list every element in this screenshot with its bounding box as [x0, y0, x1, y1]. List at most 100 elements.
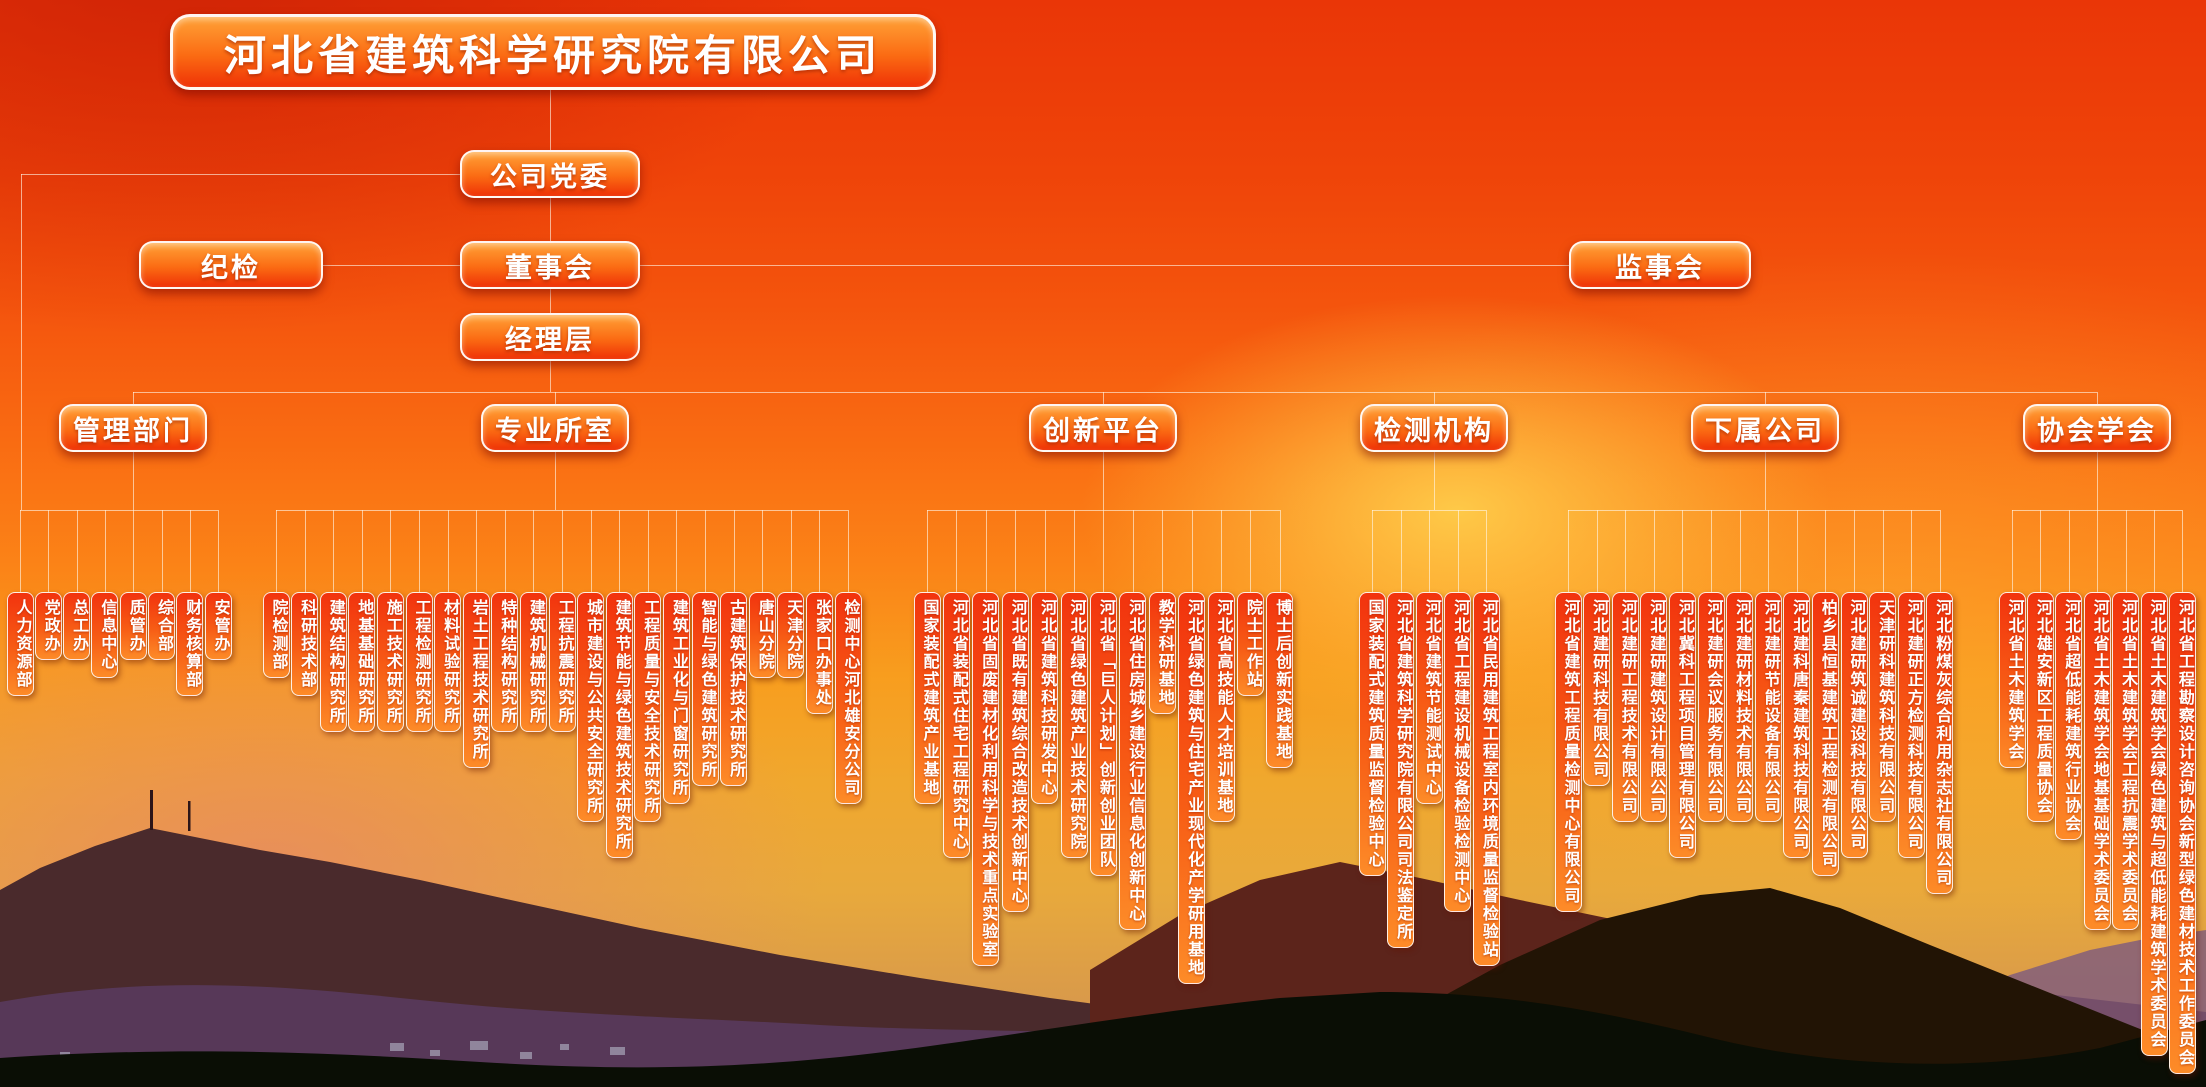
connector-line [133, 510, 134, 596]
org-leaf: 河北省建筑节能测试中心 [1415, 592, 1443, 804]
connector-line [133, 392, 134, 404]
org-leaf: 工程抗震研究所 [548, 592, 576, 732]
org-leaf: 工程质量与安全技术研究所 [634, 592, 662, 822]
connector-line [276, 510, 277, 596]
connector-line [1045, 510, 1046, 596]
connector-line [48, 510, 49, 596]
connector-line [77, 510, 78, 596]
org-leaf: 河北建研节能设备有限公司 [1754, 592, 1782, 822]
connector-line [562, 510, 563, 596]
org-leaf: 建筑结构研究所 [319, 592, 347, 732]
org-leaf: 博士后创新实践基地 [1266, 592, 1294, 768]
org-leaf: 特种结构研究所 [491, 592, 519, 732]
connector-line [1434, 452, 1435, 510]
connector-line [2126, 510, 2127, 596]
connector-line [555, 452, 556, 510]
connector-line [648, 510, 649, 596]
connector-line [1654, 510, 1655, 596]
connector-line [476, 510, 477, 596]
org-leaf: 综合部 [148, 592, 175, 660]
org-leaf: 材料试验研究所 [434, 592, 462, 732]
org-leaf: 河北建科唐秦建筑科技有限公司 [1783, 592, 1811, 858]
connector-line [419, 510, 420, 596]
connector-line [550, 361, 551, 392]
connector-line [390, 510, 391, 596]
org-leaf: 教学科研基地 [1148, 592, 1176, 714]
org-leaf: 河北省超低能耗建筑行业协会 [2055, 592, 2083, 840]
org-leaf: 建筑节能与绿色建筑技术研究所 [605, 592, 633, 858]
connector-line [218, 510, 219, 596]
connector-line [705, 510, 706, 596]
connector-line [1940, 510, 1941, 596]
group-header-5: 下属公司 [1691, 404, 1839, 452]
connector-line [1854, 510, 1855, 596]
org-leaf: 建筑机械研究所 [519, 592, 547, 732]
connector-line [1911, 510, 1912, 596]
org-leaf: 河北建研筑诚建设科技有限公司 [1840, 592, 1868, 858]
connector-line [734, 510, 735, 596]
connector-line [162, 510, 163, 596]
org-leaf: 河北省工程建设机械设备检验检测中心 [1444, 592, 1472, 912]
connector-line [105, 510, 106, 596]
connector-line [1372, 510, 1373, 596]
org-leaf: 建筑工业化与门窗研究所 [662, 592, 690, 804]
org-leaf: 财务核算部 [176, 592, 204, 696]
org-leaf: 地基基础研究所 [348, 592, 376, 732]
connector-line [2069, 510, 2070, 596]
connector-line [1401, 510, 1402, 596]
org-leaf: 河北省既有建筑综合改造技术创新中心 [1001, 592, 1029, 912]
connector-line [1133, 510, 1134, 596]
connector-line [1103, 452, 1104, 510]
foreground-hills [0, 992, 2206, 1087]
org-leaf: 河北省民用建筑工程室内环境质量监督检验站 [1472, 592, 1500, 966]
org-leaf: 城市建设与公共安全研究所 [577, 592, 605, 822]
connector-line [323, 265, 460, 266]
connector-line [190, 510, 191, 596]
node-discipline-inspection: 纪检 [139, 241, 323, 289]
org-leaf: 河北省建筑工程质量检测中心有限公司 [1554, 592, 1582, 912]
org-leaf: 河北建研会议服务有限公司 [1697, 592, 1725, 822]
connector-line [1883, 510, 1884, 596]
org-leaf: 河北建研材料技术有限公司 [1726, 592, 1754, 822]
connector-line [505, 510, 506, 596]
org-leaf: 河北省高技能人才培训基地 [1207, 592, 1235, 822]
connector-line [1625, 510, 1626, 596]
org-leaf: 河北省固废建材化利用科学与技术重点实验室 [972, 592, 1000, 966]
org-leaf: 国家装配式建筑质量监督检验中心 [1358, 592, 1386, 876]
org-leaf: 信息中心 [91, 592, 119, 678]
org-leaf: 天津研科建筑科技有限公司 [1869, 592, 1897, 822]
org-leaf: 河北省装配式住宅工程研究中心 [942, 592, 970, 858]
connector-line [1765, 392, 1766, 404]
connector-line [2040, 510, 2041, 596]
org-leaf: 河北省工程勘察设计咨询协会新型绿色建材技术工作委员会 [2168, 592, 2196, 1074]
org-leaf: 施工技术研究所 [376, 592, 404, 732]
org-leaf: 河北省土木建筑学会绿色建筑与超低能耗建筑学术委员会 [2140, 592, 2168, 1056]
org-leaf: 院士工作站 [1236, 592, 1264, 696]
connector-line [1740, 510, 1741, 596]
org-leaf: 人力资源部 [6, 592, 34, 696]
connector-line [1825, 510, 1826, 596]
org-leaf: 工程检测研究所 [405, 592, 433, 732]
node-party-committee: 公司党委 [460, 150, 640, 198]
org-leaf: 河北粉煤灰综合利用杂志社有限公司 [1926, 592, 1954, 894]
org-leaf: 质管办 [119, 592, 147, 660]
connector-line [448, 510, 449, 596]
connector-line [1221, 510, 1222, 596]
connector-line [591, 510, 592, 596]
connector-line [1429, 510, 1430, 596]
connector-line [2097, 452, 2098, 510]
connector-line [1074, 510, 1075, 596]
radio-tower-icon [188, 801, 191, 831]
connector-line [676, 510, 677, 596]
connector-line [555, 392, 556, 404]
connector-line [21, 174, 460, 175]
connector-line [927, 510, 928, 596]
connector-line [133, 392, 2097, 393]
connector-line [533, 510, 534, 596]
connector-line [333, 510, 334, 596]
org-leaf: 河北建研科技有限公司 [1583, 592, 1611, 786]
connector-line [1280, 510, 1281, 596]
connector-line [550, 90, 551, 150]
